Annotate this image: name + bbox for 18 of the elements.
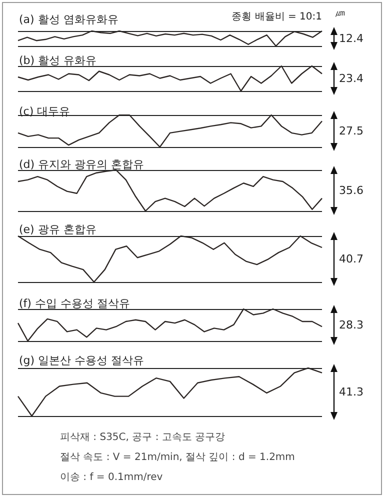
text: 41.3 [339,386,364,398]
chart-title: (f) 수입 수용성 절삭유 [19,297,130,310]
chart-title: (b) 활성 유화유 [19,54,97,67]
text: 35.6 [339,184,364,197]
text: ㎛ [335,8,345,18]
chart-title: (a) 활성 염화유화유 [19,13,118,26]
text: 절삭 속도 : V = 21m/min, 절삭 깊이 : d = 1.2mm [60,451,296,465]
text: 종횡 배율비 = 10:1 [232,12,322,22]
text: 이송 : f = 0.1mm/rev [60,471,164,485]
chart-title: (g) 일본산 수용성 절삭유 [19,354,144,367]
text: 23.4 [339,72,364,85]
text: 40.7 [339,252,364,266]
text: 12.4 [339,32,364,45]
text: 28.3 [339,318,364,332]
text: 27.5 [339,124,364,138]
chart-title: (d) 유지와 광유의 혼합유 [19,158,144,171]
text: 피삭재 : S35C, 공구 : 고속도 공구강 [60,431,226,445]
chart-title: (e) 광유 혼합유 [19,223,96,236]
